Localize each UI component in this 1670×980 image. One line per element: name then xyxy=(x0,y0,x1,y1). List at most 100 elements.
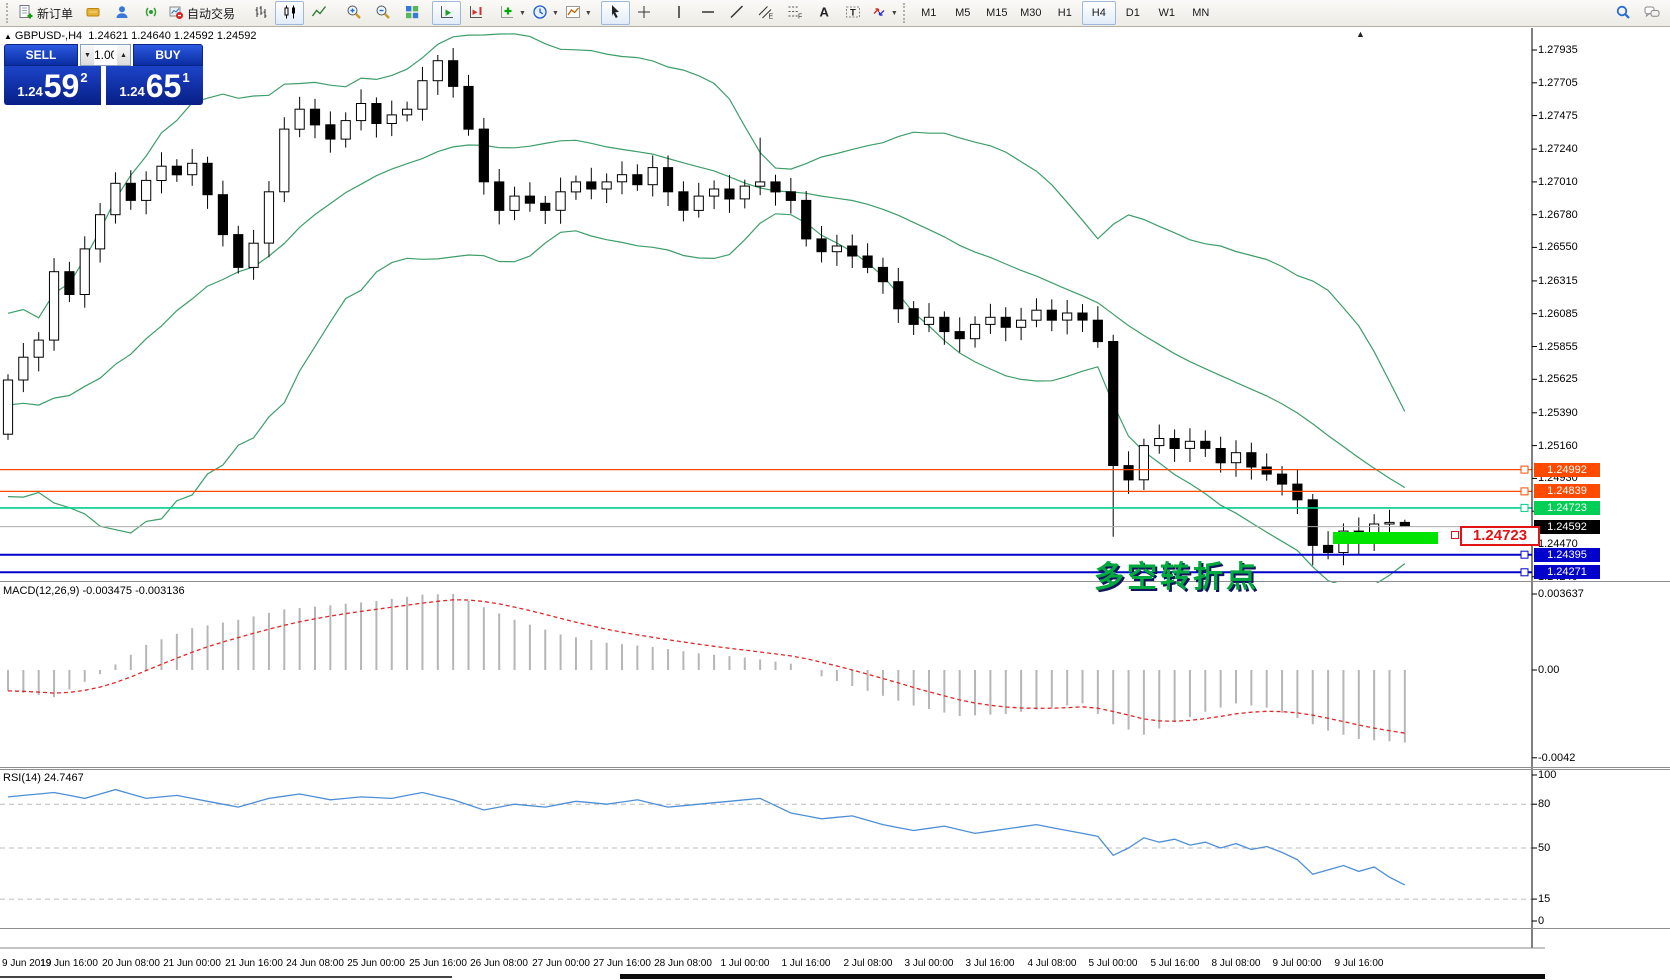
signals-button[interactable] xyxy=(136,1,165,25)
time-axis-label: 27 Jun 16:00 xyxy=(593,958,651,969)
volume-input[interactable] xyxy=(94,45,117,65)
new-chart-button[interactable] xyxy=(78,1,107,25)
timeframe-h1-button[interactable]: H1 xyxy=(1048,1,1082,25)
templates-button[interactable]: ▼ xyxy=(562,1,595,25)
timeframe-d1-button[interactable]: D1 xyxy=(1116,1,1150,25)
bar-chart-button[interactable] xyxy=(246,1,275,25)
chart-shift-button[interactable] xyxy=(461,1,490,25)
price-callout-box[interactable]: 1.24723 xyxy=(1460,526,1540,546)
text-button[interactable]: A xyxy=(810,1,839,25)
buy-price-sup: 1 xyxy=(182,70,189,85)
community-button[interactable] xyxy=(107,1,136,25)
vertical-line-button[interactable] xyxy=(665,1,694,25)
svg-text:E: E xyxy=(769,13,774,20)
chart-canvas[interactable] xyxy=(0,27,1670,980)
chat-button[interactable] xyxy=(1637,1,1666,25)
dropdown-arrow-icon[interactable]: ▼ xyxy=(585,10,592,17)
indicators-button[interactable]: ▼ xyxy=(496,1,529,25)
time-axis-label: 21 Jun 00:00 xyxy=(163,958,221,969)
toolbar-grip[interactable] xyxy=(6,3,11,23)
sell-button[interactable]: SELL xyxy=(4,44,78,66)
timeframe-mn-button[interactable]: MN xyxy=(1184,1,1218,25)
search-icon xyxy=(1615,4,1631,23)
autotrading-button[interactable]: 自动交易 xyxy=(165,1,240,25)
price-tick-label: 1.25160 xyxy=(1538,440,1578,452)
time-axis-label: 5 Jul 00:00 xyxy=(1089,958,1138,969)
horizontal-level-lines[interactable] xyxy=(0,466,1532,576)
channel-icon: E xyxy=(758,4,774,23)
turning-point-annotation[interactable]: 多空转折点 xyxy=(1094,552,1259,596)
buy-button[interactable]: BUY xyxy=(133,44,203,66)
price-tick-label: 1.26780 xyxy=(1538,209,1578,221)
rsi-pane-separator-bottom[interactable] xyxy=(0,769,1670,770)
level-price-label[interactable]: 1.24723 xyxy=(1534,501,1600,515)
timeframe-grip[interactable] xyxy=(903,3,908,23)
svg-text:A: A xyxy=(820,4,830,19)
zoom-out-button[interactable] xyxy=(368,1,397,25)
search-button[interactable] xyxy=(1608,1,1637,25)
level-price-label[interactable]: 1.24992 xyxy=(1534,463,1600,477)
dropdown-arrow-icon[interactable]: ▼ xyxy=(519,10,526,17)
new-order-button[interactable]: 新订单 xyxy=(15,1,78,25)
price-tick-label: 1.26550 xyxy=(1538,241,1578,253)
bollinger-bands xyxy=(8,34,1405,590)
new-chart-icon xyxy=(85,4,101,23)
community-icon xyxy=(114,4,130,23)
macd-scale-label: 0.003637 xyxy=(1538,588,1584,600)
horizontal-scrollbar-thumb[interactable] xyxy=(620,974,1545,979)
level-price-label[interactable]: 1.24839 xyxy=(1534,484,1600,498)
one-click-collapse-arrow[interactable]: ▲ xyxy=(4,32,12,41)
timeframe-h4-button[interactable]: H4 xyxy=(1082,1,1116,25)
time-axis-label: 8 Jul 08:00 xyxy=(1212,958,1261,969)
dropdown-arrow-icon[interactable]: ▼ xyxy=(891,10,898,17)
zoom-in-button[interactable] xyxy=(339,1,368,25)
rsi-value: 24.7467 xyxy=(44,772,84,784)
price-tick-label: 1.27010 xyxy=(1538,176,1578,188)
timeframe-m1-button[interactable]: M1 xyxy=(912,1,946,25)
green-rectangle-object[interactable] xyxy=(1333,532,1438,544)
time-axis-label: 1 Jul 00:00 xyxy=(721,958,770,969)
buy-price-big: 65 xyxy=(146,69,182,103)
candlestick-chart-button[interactable] xyxy=(275,1,304,25)
trendline-button[interactable] xyxy=(723,1,752,25)
ohlc-values: 1.24621 1.24640 1.24592 1.24592 xyxy=(88,30,256,42)
level-price-label[interactable]: 1.24271 xyxy=(1534,565,1600,579)
cursor-button[interactable] xyxy=(601,1,630,25)
sell-price[interactable]: 1.24 59 2 xyxy=(4,66,101,105)
volume-increase-button[interactable]: ▲ xyxy=(117,45,130,65)
buy-price[interactable]: 1.24 65 1 xyxy=(106,66,203,105)
timeframe-m5-button[interactable]: M5 xyxy=(946,1,980,25)
new-order-button-label: 新订单 xyxy=(37,5,75,22)
axis-frame[interactable] xyxy=(0,28,1545,948)
time-axis-label: 1 Jul 16:00 xyxy=(782,958,831,969)
macd-pane-separator[interactable] xyxy=(0,581,1670,582)
chart-title: ▲GBPUSD-,H4 1.24621 1.24640 1.24592 1.24… xyxy=(4,30,257,42)
timeframe-m15-button[interactable]: M15 xyxy=(980,1,1014,25)
arrows-button[interactable]: ▼ xyxy=(868,1,901,25)
line-chart-button[interactable] xyxy=(304,1,333,25)
price-callout-anchor[interactable] xyxy=(1451,531,1459,539)
autotrading-button-label: 自动交易 xyxy=(187,5,237,22)
dropdown-arrow-icon[interactable]: ▼ xyxy=(552,10,559,17)
timeframe-m30-button[interactable]: M30 xyxy=(1014,1,1048,25)
channel-button[interactable]: E xyxy=(752,1,781,25)
price-tick-label: 1.26085 xyxy=(1538,308,1578,320)
crosshair-button[interactable] xyxy=(630,1,659,25)
horizontal-line-button[interactable] xyxy=(694,1,723,25)
time-axis-separator xyxy=(0,928,1670,929)
periods-button[interactable]: ▼ xyxy=(529,1,562,25)
text-label-button[interactable]: T xyxy=(839,1,868,25)
fibonacci-button[interactable]: F xyxy=(781,1,810,25)
time-axis-label: 5 Jul 16:00 xyxy=(1151,958,1200,969)
horizontal-scrollbar-track[interactable] xyxy=(0,976,452,978)
rsi-pane-separator-top[interactable] xyxy=(0,767,1670,768)
tile-windows-button[interactable] xyxy=(397,1,426,25)
timeframe-w1-button[interactable]: W1 xyxy=(1150,1,1184,25)
level-price-label[interactable]: 1.24395 xyxy=(1534,548,1600,562)
time-axis-label: 28 Jun 08:00 xyxy=(654,958,712,969)
volume-decrease-button[interactable]: ▼ xyxy=(81,45,94,65)
auto-scroll-button[interactable] xyxy=(432,1,461,25)
macd-scale-label: -0.0042 xyxy=(1538,752,1575,764)
time-axis-label: 2 Jul 08:00 xyxy=(844,958,893,969)
